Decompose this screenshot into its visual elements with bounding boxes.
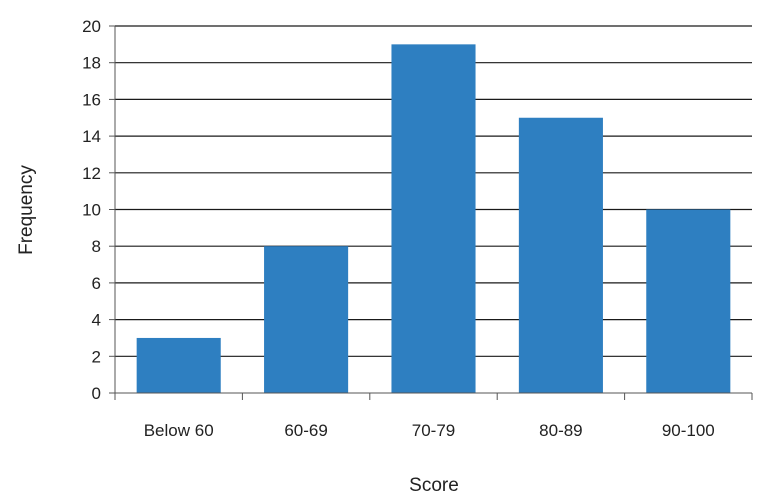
x-tick-label: 90-100 <box>662 421 715 440</box>
y-tick-label: 8 <box>92 237 101 256</box>
bar <box>136 337 221 393</box>
x-axis-title: Score <box>409 475 459 496</box>
y-tick-label: 20 <box>82 17 101 36</box>
y-tick-label: 10 <box>82 201 101 220</box>
axes <box>109 25 753 400</box>
bar <box>264 246 349 393</box>
y-tick-label: 6 <box>92 274 101 293</box>
x-tick-label: 80-89 <box>539 421 582 440</box>
x-tick-label: 60-69 <box>284 421 327 440</box>
x-tick-labels: Below 60 60-69 70-79 80-89 90-100 <box>144 421 715 440</box>
bar <box>646 209 731 393</box>
y-tick-label: 16 <box>82 90 101 109</box>
bar <box>391 44 476 393</box>
y-tick-label: 14 <box>82 127 101 146</box>
y-axis-title: Frequency <box>16 165 37 255</box>
bar <box>518 117 603 393</box>
y-tick-label: 0 <box>92 384 101 403</box>
y-tick-labels: 0 2 4 6 8 10 12 14 16 18 20 <box>82 17 101 403</box>
y-tick-label: 4 <box>92 311 101 330</box>
x-tick-label: Below 60 <box>144 421 214 440</box>
bars <box>136 44 731 393</box>
y-tick-label: 2 <box>92 347 101 366</box>
y-tick-label: 18 <box>82 54 101 73</box>
y-tick-label: 12 <box>82 164 101 183</box>
x-tick-label: 70-79 <box>412 421 455 440</box>
